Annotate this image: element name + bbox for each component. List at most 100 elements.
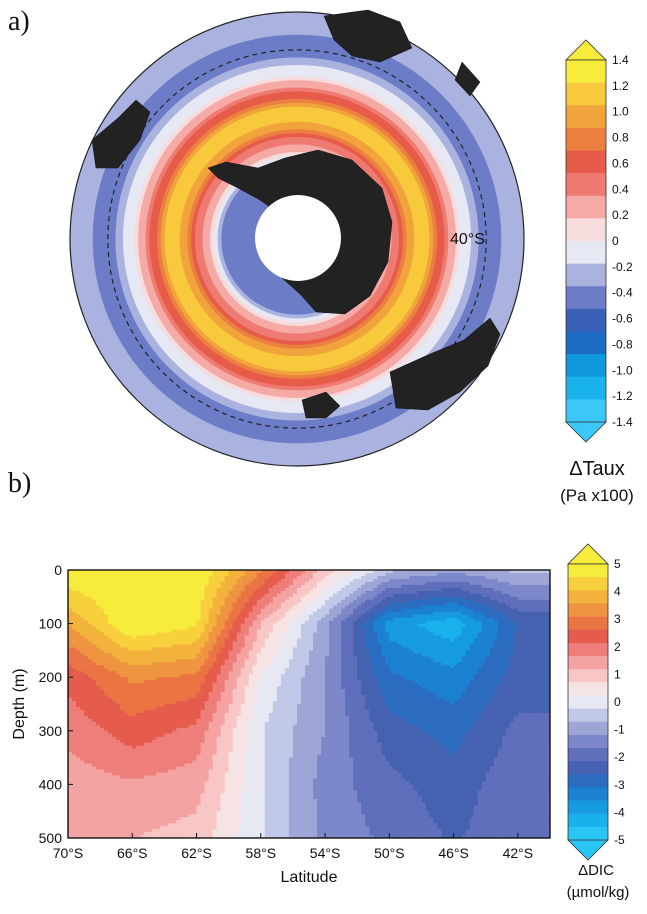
dic-cell [84,578,89,583]
dic-cell [152,668,157,672]
dic-cell [260,715,266,720]
dic-cell [192,793,197,797]
dic-cell [192,584,197,589]
dic-cell [100,706,105,711]
dic-cell [256,754,262,758]
dic-cell [128,796,133,800]
dic-cell [260,683,266,687]
dic-cell [112,706,117,711]
dic-cell [112,701,117,705]
dic-cell [200,763,205,767]
dic-cell [168,581,173,586]
dic-cell [212,829,218,833]
dic-cell [148,596,153,601]
dic-cell [224,736,230,741]
dic-cell [248,739,254,744]
dic-cell [188,632,193,636]
dic-cell [120,638,125,642]
dic-cell [168,829,173,833]
dic-cell [108,635,113,639]
dic-cell [260,632,266,636]
dic-cell [84,572,89,577]
dic-cell [72,826,77,830]
dic-cell [100,641,105,645]
dic-cell [244,692,250,696]
dic-cell [268,724,274,729]
dic-cell [256,584,262,589]
dic-cell [132,742,137,747]
dic-cell [220,829,226,833]
dic-cell [168,617,173,622]
dic-cell [268,811,274,815]
dic-cell [128,674,133,678]
dic-cell [84,781,89,785]
dic-cell [200,835,205,838]
dic-cell [96,823,101,827]
dic-cell [76,769,81,773]
dic-cell [280,671,286,675]
dic-cell [168,754,173,758]
dic-cell [160,605,165,610]
dic-cell [276,647,282,651]
dic-cell [268,674,274,678]
dic-cell [216,659,222,663]
dic-cell [264,778,270,782]
dic-cell [76,578,81,583]
dic-cell [168,745,173,750]
dic-cell [168,766,173,770]
dic-cell [216,781,222,785]
dic-cell [264,683,270,687]
dic-cell [96,581,101,586]
dic-cell [188,739,193,744]
dic-cell [100,718,105,723]
dic-cell [76,799,81,803]
dic-cell [148,698,153,702]
dic-cell [100,605,105,610]
dic-cell [176,817,181,821]
dic-cell [76,698,81,702]
taux-colorbar-tick-label: -0.4 [612,286,633,300]
dic-cell [260,724,266,729]
dic-cell [252,817,258,821]
dic-cell [104,662,109,666]
dic-cell [240,832,246,836]
dic-cell [108,736,113,741]
dic-cell [228,587,234,592]
dic-cell [160,695,165,699]
dic-cell [220,632,226,636]
dic-cell [124,701,129,705]
dic-cell [276,608,282,613]
dic-cell [252,739,258,744]
dic-cell [280,680,286,684]
dic-cell [84,656,89,660]
dic-cell [148,692,153,696]
dic-cell [276,590,282,595]
dic-cell [184,701,189,705]
dic-cell [184,584,189,589]
dic-cell [84,650,89,654]
dic-cell [164,724,169,729]
dic-cell [156,701,161,705]
dic-cell [268,769,274,773]
dic-cell [264,599,270,604]
dic-cell [240,829,246,833]
dic-cell [200,662,205,666]
dic-cell [176,739,181,744]
dic-cell [192,677,197,681]
dic-cell [252,677,258,681]
dic-cell [176,608,181,613]
dic-cell [276,650,282,654]
dic-cell [88,760,93,764]
dic-cell [272,578,278,583]
dic-cell [228,733,234,738]
dic-cell [192,620,197,624]
dic-cell [272,620,278,624]
dic-cell [160,718,165,723]
dic-cell [172,787,177,791]
dic-cell [72,745,77,750]
dic-cell [152,706,157,711]
dic-cell [84,644,89,648]
dic-cell [156,680,161,684]
dic-cell [168,835,173,838]
dic-cell [240,757,246,761]
